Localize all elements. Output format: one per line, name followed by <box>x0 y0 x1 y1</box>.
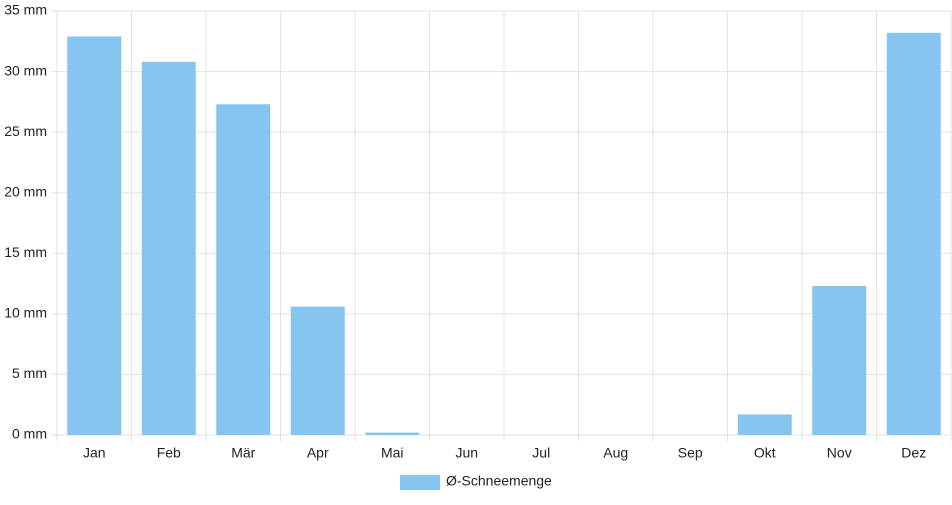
x-tick-label: Nov <box>827 445 852 461</box>
x-tick-label: Apr <box>307 445 329 461</box>
bar <box>216 104 271 435</box>
bar <box>365 432 420 435</box>
bar <box>67 36 122 435</box>
x-tick-label: Feb <box>157 445 181 461</box>
x-tick-label: Dez <box>901 445 926 461</box>
y-tick-label: 35 mm <box>4 2 47 18</box>
bar <box>141 61 196 435</box>
y-tick-label: 15 mm <box>4 244 47 260</box>
y-tick-label: 5 mm <box>12 365 47 381</box>
y-tick-label: 20 mm <box>4 183 47 199</box>
y-tick-label: 10 mm <box>4 305 47 321</box>
y-tick-label: 25 mm <box>4 123 47 139</box>
legend-label: Ø-Schneemenge <box>446 473 552 489</box>
bar <box>886 32 941 435</box>
x-tick-label: Mai <box>381 445 404 461</box>
x-tick-label: Aug <box>603 445 628 461</box>
x-tick-label: Sep <box>678 445 703 461</box>
x-tick-label: Jul <box>532 445 550 461</box>
bar <box>290 306 345 435</box>
x-tick-label: Jan <box>83 445 106 461</box>
bar <box>737 414 792 435</box>
x-tick-label: Mär <box>231 445 255 461</box>
x-tick-label: Jun <box>455 445 478 461</box>
bar <box>812 285 867 435</box>
legend-swatch <box>400 475 440 490</box>
y-tick-label: 0 mm <box>12 426 47 442</box>
x-tick-label: Okt <box>754 445 776 461</box>
y-tick-label: 30 mm <box>4 62 47 78</box>
